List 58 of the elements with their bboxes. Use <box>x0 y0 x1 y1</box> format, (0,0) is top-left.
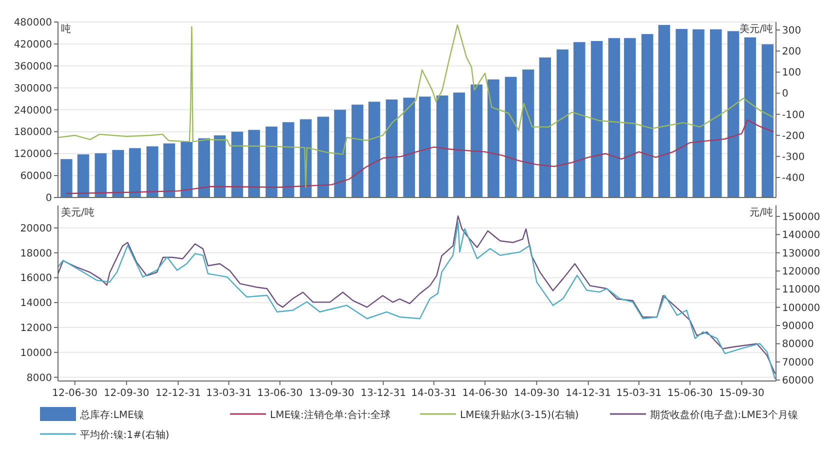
y-tick-label: 300000 <box>14 83 52 94</box>
y2-tick-label: 200 <box>782 46 802 58</box>
x-tick-label: 15-06-30 <box>667 388 713 399</box>
x-tick-label: 15-03-31 <box>616 388 662 399</box>
y2-tick-label: 90000 <box>782 321 814 332</box>
y2-tick-label: 60000 <box>782 376 814 387</box>
x-tick-label: 12-09-30 <box>104 388 150 399</box>
legend-label: 期货收盘价(电子盘):LME3个月镍 <box>650 409 798 421</box>
x-tick-label: 14-12-31 <box>566 388 612 399</box>
x-tick-label: 12-12-31 <box>156 388 201 399</box>
x-tick-label: 14-06-30 <box>462 388 508 399</box>
legend-label: LME镍升贴水(3-15)(右轴) <box>460 409 579 421</box>
y-tick-label: 8000 <box>26 372 52 384</box>
y2-tick-label: 140000 <box>782 230 820 242</box>
legend-label: LME镍:注销仓单:合计:全球 <box>270 409 391 421</box>
y-tick-label: 10000 <box>20 348 52 359</box>
x-tick-label: 14-03-31 <box>411 388 457 399</box>
y2-tick-label: 120000 <box>782 266 820 278</box>
y2-tick-label: 0 <box>782 88 788 100</box>
y-tick-label: 180000 <box>14 127 52 138</box>
y2-tick-label: 70000 <box>782 357 814 368</box>
y-tick-label: 14000 <box>20 298 52 310</box>
y2-tick-label: -300 <box>782 152 805 163</box>
y2-tick-label: 130000 <box>782 248 820 260</box>
x-tick-label: 14-09-30 <box>514 388 560 399</box>
y2-tick-label: 110000 <box>782 284 820 296</box>
y-tick-label: 360000 <box>14 61 52 72</box>
legend-label: 总库存:LME镍 <box>79 409 144 421</box>
legend-label: 平均价:镍:1#(右轴) <box>80 429 170 441</box>
y2-tick-label: -400 <box>782 172 805 184</box>
y-tick-label: 12000 <box>20 322 52 334</box>
y-axis-title: 美元/吨 <box>61 206 94 218</box>
y2-tick-label: 150000 <box>782 212 820 223</box>
y-tick-label: 420000 <box>14 39 52 50</box>
y2-tick-label: 100 <box>782 68 802 79</box>
y-tick-label: 0 <box>46 193 52 204</box>
line-series <box>58 24 774 188</box>
x-tick-label: 15-09-30 <box>719 388 764 399</box>
y-axis-title: 吨 <box>61 23 71 35</box>
y-tick-label: 240000 <box>14 105 52 116</box>
y2-tick-label: 100000 <box>782 302 820 314</box>
y2-tick-label: -200 <box>782 130 805 142</box>
x-tick-label: 13-12-31 <box>360 388 406 399</box>
y2-tick-label: -100 <box>782 110 805 121</box>
x-tick-label: 13-06-30 <box>257 388 303 399</box>
y2-tick-label: 80000 <box>782 339 814 350</box>
y2-axis-title: 美元/吨 <box>740 23 773 35</box>
y-tick-label: 480000 <box>14 18 52 28</box>
y-tick-label: 16000 <box>20 273 52 284</box>
x-tick-label: 12-06-30 <box>52 388 98 399</box>
y-tick-label: 60000 <box>20 171 52 182</box>
x-tick-label: 13-09-30 <box>308 388 354 399</box>
y2-tick-label: 300 <box>782 26 802 37</box>
x-tick-label: 13-03-31 <box>206 388 252 399</box>
y2-axis-title: 元/吨 <box>750 206 773 218</box>
y-tick-label: 20000 <box>20 223 52 234</box>
y-tick-label: 18000 <box>20 248 52 260</box>
y-tick-label: 120000 <box>14 149 52 160</box>
